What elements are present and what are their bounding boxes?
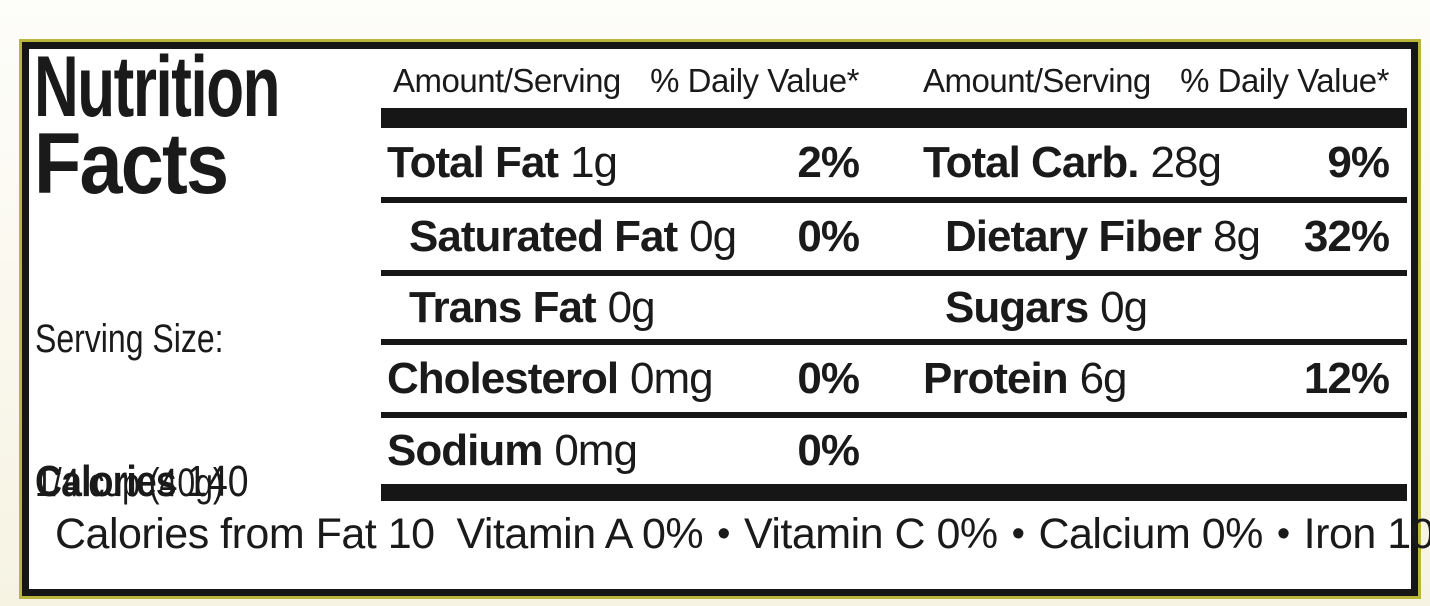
dietary-fiber-cell: Dietary Fiber 8g 32% — [923, 211, 1390, 262]
nutrient-name: Sugars — [945, 282, 1089, 332]
calories-from-fat: Calories from Fat 10 — [55, 509, 435, 558]
serving-size-label: Serving Size: — [35, 317, 224, 361]
nutrient-amount: 0mg — [554, 426, 638, 475]
nutrient-amount: 1g — [570, 137, 618, 187]
nutrient-table: Amount/Serving % Daily Value* Amount/Ser… — [381, 49, 1407, 501]
nutrient-amount: 0g — [607, 282, 656, 332]
nutrition-facts-label: Nutrition Facts Serving Size: 1/4 cup (4… — [22, 39, 1430, 606]
cholesterol-cell: Cholesterol 0mg 0% — [381, 353, 860, 404]
protein-cell: Protein 6g 12% — [923, 353, 1390, 404]
sugars-cell: Sugars 0g — [923, 283, 1389, 333]
label-title: Nutrition Facts — [34, 39, 374, 212]
table-row: Cholesterol 0mg 0% Protein 6g 12% — [381, 345, 1407, 418]
bullet-separator: • — [717, 512, 730, 555]
calories-value: 140 — [186, 457, 249, 506]
nutrient-name: Protein — [923, 353, 1069, 403]
calories-row: Calories 140 — [35, 457, 249, 507]
vitamin-a-value: Vitamin A 0% — [456, 509, 704, 558]
daily-value: 2% — [797, 137, 860, 187]
sodium-cell: Sodium 0mg 0% — [381, 426, 860, 476]
daily-value: 0% — [797, 426, 860, 475]
daily-value: 32% — [1303, 211, 1390, 261]
table-row: Sodium 0mg 0% — [381, 418, 1407, 484]
trans-fat-cell: Trans Fat 0g — [381, 283, 859, 333]
table-header-row: Amount/Serving % Daily Value* Amount/Ser… — [381, 49, 1407, 108]
table-row: Trans Fat 0g Sugars 0g — [381, 276, 1407, 345]
micronutrients-row: Calories from Fat 10 Vitamin A 0% • Vita… — [29, 501, 1430, 589]
nutrient-name: Total Fat — [387, 137, 559, 187]
nutrient-name: Cholesterol — [387, 353, 619, 403]
saturated-fat-cell: Saturated Fat 0g 0% — [381, 211, 860, 262]
daily-value: 0% — [797, 353, 860, 403]
bullet-separator: • — [1276, 512, 1290, 555]
total-carb-cell: Total Carb. 28g 9% — [923, 137, 1390, 188]
serving-info: Serving Size: 1/4 cup (40g) Servings Per… — [35, 219, 366, 606]
amount-serving-header: Amount/Serving — [923, 62, 1151, 99]
bullet-separator: • — [1011, 512, 1025, 555]
header-right: Amount/Serving % Daily Value* — [923, 62, 1389, 100]
header-left: Amount/Serving % Daily Value* — [381, 62, 859, 100]
daily-value: 9% — [1327, 137, 1390, 187]
thick-divider-bottom — [381, 484, 1407, 501]
table-row: Saturated Fat 0g 0% Dietary Fiber 8g 32% — [381, 203, 1407, 276]
table-row: Total Fat 1g 2% Total Carb. 28g 9% — [381, 128, 1407, 203]
nutrient-amount: 0g — [1100, 282, 1148, 332]
daily-value: 0% — [797, 211, 860, 261]
title-line-2: Facts — [34, 116, 229, 212]
vitamin-c-value: Vitamin C 0% — [743, 509, 998, 558]
nutrient-name: Total Carb. — [923, 137, 1140, 187]
nutrient-name: Sodium — [387, 426, 543, 475]
daily-value: 12% — [1303, 353, 1390, 403]
total-fat-cell: Total Fat 1g 2% — [381, 137, 860, 188]
nutrient-amount: 0mg — [630, 353, 714, 403]
title-line-1: Nutrition — [34, 39, 280, 135]
serving-size-value: 1/4 cup (40g) — [35, 461, 224, 505]
nutrient-amount: 28g — [1150, 137, 1222, 187]
amount-serving-header: Amount/Serving — [393, 62, 621, 99]
nutrient-amount: 6g — [1079, 353, 1128, 403]
nutrient-name: Trans Fat — [409, 282, 597, 332]
daily-value-header: % Daily Value* — [1180, 62, 1389, 99]
thick-divider-top — [381, 108, 1407, 128]
calories-label: Calories — [35, 457, 177, 506]
calcium-value: Calcium 0% — [1038, 509, 1263, 558]
daily-value-header: % Daily Value* — [650, 62, 859, 99]
nutrient-name: Saturated Fat — [409, 211, 678, 261]
nutrient-name: Dietary Fiber — [945, 211, 1202, 261]
iron-value: Iron 10% — [1303, 509, 1430, 558]
nutrient-amount: 0g — [689, 211, 737, 261]
nutrient-amount: 8g — [1212, 211, 1261, 261]
